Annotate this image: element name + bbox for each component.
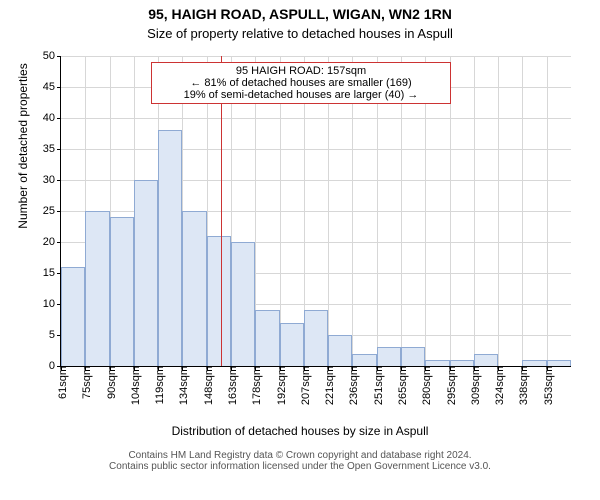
- xtick-label: 353sqm: [539, 366, 555, 405]
- xtick-label: 324sqm: [490, 366, 506, 405]
- histogram-bar: [182, 211, 206, 366]
- histogram-bar: [304, 310, 328, 366]
- xtick-label: 61sqm: [53, 366, 69, 399]
- annotation-line-2: ← 81% of detached houses are smaller (16…: [158, 77, 444, 89]
- ytick-label: 5: [49, 329, 61, 341]
- xtick-label: 295sqm: [442, 366, 458, 405]
- histogram-bar: [280, 323, 304, 366]
- chart-container: { "title": "95, HAIGH ROAD, ASPULL, WIGA…: [0, 0, 600, 500]
- chart-subtitle: Size of property relative to detached ho…: [0, 26, 600, 41]
- ytick-label: 40: [43, 112, 61, 124]
- histogram-bar: [110, 217, 134, 366]
- xtick-label: 251sqm: [369, 366, 385, 405]
- gridline-h: [61, 118, 571, 119]
- gridline-v: [547, 56, 548, 366]
- xtick-label: 280sqm: [417, 366, 433, 405]
- histogram-bar: [474, 354, 498, 366]
- xtick-label: 148sqm: [199, 366, 215, 405]
- chart-title: 95, HAIGH ROAD, ASPULL, WIGAN, WN2 1RN: [0, 6, 600, 22]
- annotation-line-1: 95 HAIGH ROAD: 157sqm: [158, 65, 444, 77]
- ytick-label: 45: [43, 81, 61, 93]
- ytick-label: 50: [43, 50, 61, 62]
- xtick-label: 192sqm: [272, 366, 288, 405]
- xtick-label: 207sqm: [296, 366, 312, 405]
- gridline-h: [61, 149, 571, 150]
- x-axis-label: Distribution of detached houses by size …: [0, 424, 600, 438]
- histogram-bar: [134, 180, 158, 366]
- xtick-label: 75sqm: [77, 366, 93, 399]
- xtick-label: 90sqm: [102, 366, 118, 399]
- xtick-label: 236sqm: [344, 366, 360, 405]
- xtick-label: 104sqm: [126, 366, 142, 405]
- histogram-bar: [61, 267, 85, 366]
- y-axis-label: Number of detached properties: [16, 0, 30, 301]
- xtick-label: 119sqm: [150, 366, 166, 404]
- plot-area: 0510152025303540455061sqm75sqm90sqm104sq…: [60, 56, 571, 367]
- histogram-bar: [85, 211, 109, 366]
- xtick-label: 338sqm: [514, 366, 530, 405]
- histogram-bar: [158, 130, 182, 366]
- ytick-label: 10: [43, 298, 61, 310]
- xtick-label: 309sqm: [466, 366, 482, 405]
- ytick-label: 15: [43, 267, 61, 279]
- xtick-label: 134sqm: [174, 366, 190, 405]
- xtick-label: 178sqm: [247, 366, 263, 405]
- gridline-v: [498, 56, 499, 366]
- ytick-label: 20: [43, 236, 61, 248]
- histogram-bar: [401, 347, 425, 366]
- annotation-box: 95 HAIGH ROAD: 157sqm← 81% of detached h…: [151, 62, 451, 104]
- ytick-label: 35: [43, 143, 61, 155]
- footer-line-1: Contains HM Land Registry data © Crown c…: [0, 450, 600, 461]
- xtick-label: 221sqm: [320, 366, 336, 405]
- histogram-bar: [231, 242, 255, 366]
- gridline-v: [474, 56, 475, 366]
- histogram-bar: [352, 354, 376, 366]
- gridline-h: [61, 56, 571, 57]
- xtick-label: 163sqm: [223, 366, 239, 405]
- histogram-bar: [377, 347, 401, 366]
- ytick-label: 30: [43, 174, 61, 186]
- histogram-bar: [207, 236, 231, 366]
- annotation-line-3: 19% of semi-detached houses are larger (…: [158, 89, 444, 101]
- ytick-label: 25: [43, 205, 61, 217]
- footer-line-2: Contains public sector information licen…: [0, 461, 600, 472]
- footer-attribution: Contains HM Land Registry data © Crown c…: [0, 450, 600, 472]
- histogram-bar: [328, 335, 352, 366]
- gridline-v: [522, 56, 523, 366]
- histogram-bar: [255, 310, 279, 366]
- xtick-label: 265sqm: [393, 366, 409, 405]
